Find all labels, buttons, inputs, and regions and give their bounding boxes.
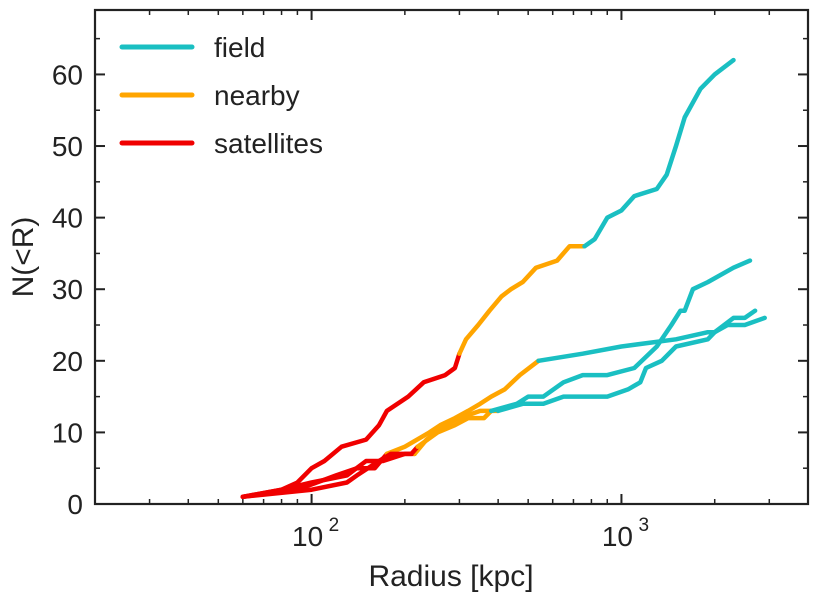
legend: field nearby satellites <box>119 32 323 159</box>
series-line-field-2 <box>536 315 767 364</box>
x-tick-exponent: 3 <box>638 515 649 536</box>
x-axis-title: Radius [kpc] <box>368 560 533 593</box>
plot-frame <box>93 8 810 506</box>
series-line-nearby-1 <box>457 244 587 356</box>
series-line-nearby-2 <box>384 358 541 457</box>
curves-layer <box>240 57 767 500</box>
y-tick-label: 10 <box>52 417 83 448</box>
y-tick-label: 0 <box>67 489 83 520</box>
series-line-field-1 <box>582 57 736 249</box>
series-line-satellites-1 <box>240 351 462 500</box>
series-line-field-4 <box>488 258 753 414</box>
y-tick-label: 20 <box>52 346 83 377</box>
legend-label-nearby: nearby <box>214 80 300 111</box>
y-tick-label: 50 <box>52 131 83 162</box>
series-line-satellites-4 <box>240 444 420 500</box>
y-tick-label: 40 <box>52 203 83 234</box>
series-line-nearby-4 <box>415 408 494 449</box>
x-tick-label: 10 <box>602 521 633 552</box>
y-axis: 0 10 20 30 40 50 60 <box>52 37 808 520</box>
series-line-field-3 <box>495 308 758 414</box>
x-axis: 10 2 10 3 <box>148 10 771 552</box>
x-tick-label: 10 <box>292 521 323 552</box>
y-tick-label: 60 <box>52 59 83 90</box>
y-axis-title: N(<R) <box>7 217 40 298</box>
x-tick-exponent: 2 <box>329 515 340 536</box>
legend-label-satellites: satellites <box>214 128 323 159</box>
legend-label-field: field <box>214 32 265 63</box>
y-tick-label: 30 <box>52 274 83 305</box>
